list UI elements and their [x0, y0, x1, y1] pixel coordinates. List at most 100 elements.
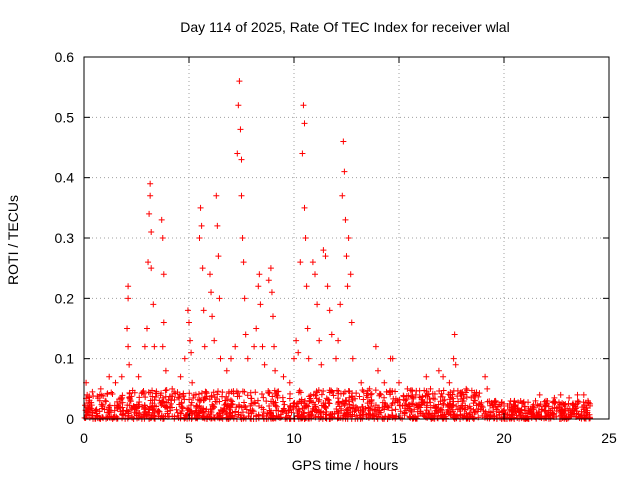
- roti-noise-point: [238, 404, 245, 411]
- roti-noise-point: [109, 391, 116, 398]
- roti-noise-point: [555, 399, 562, 406]
- roti-noise-point: [303, 403, 310, 410]
- roti-data-point: [335, 337, 342, 344]
- roti-data-point: [271, 343, 278, 350]
- roti-noise-point: [159, 399, 166, 406]
- roti-data-point: [159, 235, 166, 241]
- roti-noise-point: [400, 392, 407, 399]
- roti-noise-point: [166, 393, 173, 400]
- roti-data-point: [349, 355, 356, 362]
- roti-noise-point: [155, 408, 162, 415]
- roti-data-point: [187, 337, 194, 344]
- roti-noise-point: [454, 387, 461, 394]
- roti-noise-point: [167, 407, 174, 414]
- roti-data-point: [337, 301, 344, 308]
- roti-noise-point: [312, 406, 319, 413]
- roti-noise-point: [280, 398, 287, 405]
- roti-noise-point: [179, 405, 186, 412]
- roti-data-point: [201, 343, 208, 350]
- roti-data-point: [239, 235, 246, 241]
- roti-data-point: [150, 301, 157, 308]
- roti-noise-point: [281, 401, 288, 408]
- roti-data-point: [301, 120, 308, 127]
- roti-data-point: [366, 385, 373, 392]
- roti-noise-point: [196, 403, 203, 410]
- roti-noise-point: [461, 406, 468, 413]
- roti-noise-point: [295, 400, 302, 407]
- roti-data-point: [511, 397, 518, 404]
- roti-noise-point: [468, 387, 475, 394]
- roti-noise-point: [197, 397, 204, 404]
- x-tick-label: 5: [185, 430, 193, 446]
- roti-noise-point: [472, 392, 479, 399]
- roti-noise-point: [450, 398, 457, 405]
- roti-noise-point: [191, 411, 198, 418]
- roti-noise-point: [274, 392, 281, 399]
- roti-data-point: [211, 337, 218, 344]
- roti-noise-point: [127, 398, 134, 405]
- roti-noise-point: [101, 406, 108, 413]
- roti-noise-point: [150, 407, 157, 414]
- roti-noise-point: [108, 414, 115, 421]
- roti-noise-point: [193, 402, 200, 409]
- roti-noise-point: [273, 403, 280, 410]
- roti-data-point: [159, 343, 166, 350]
- roti-data-point: [297, 259, 304, 266]
- roti-noise-point: [477, 401, 484, 408]
- roti-noise-point: [117, 408, 124, 415]
- roti-noise-point: [476, 390, 483, 397]
- y-tick-label: 0.2: [55, 290, 75, 306]
- roti-data-point: [501, 400, 507, 407]
- roti-noise-point: [368, 390, 375, 397]
- roti-noise-point: [449, 402, 456, 409]
- roti-noise-point: [287, 404, 294, 411]
- roti-noise-point: [368, 398, 375, 405]
- roti-noise-point: [301, 410, 308, 417]
- roti-noise-point: [351, 407, 358, 414]
- roti-noise-point: [413, 401, 419, 408]
- roti-noise-point: [389, 407, 396, 414]
- axes: 0 5 10 15 20 25 0 0.1 0.2 0.3 0.4 0.5 0.6: [55, 49, 617, 446]
- roti-noise-point: [471, 397, 478, 404]
- roti-data-point: [452, 361, 459, 368]
- roti-noise-point: [443, 415, 450, 422]
- roti-noise-point: [466, 403, 473, 410]
- roti-noise-point: [85, 411, 92, 418]
- roti-data-point: [209, 313, 216, 320]
- roti-noise-point: [426, 395, 433, 402]
- roti-noise-point: [508, 415, 515, 422]
- roti-data-point: [251, 343, 258, 350]
- roti-noise-point: [239, 409, 246, 416]
- roti-noise-point: [430, 395, 437, 402]
- roti-data-point: [324, 283, 331, 290]
- roti-data-point: [125, 295, 132, 302]
- roti-noise-point: [434, 414, 441, 421]
- roti-data-point: [144, 325, 150, 332]
- roti-noise-point: [106, 405, 113, 412]
- roti-data-point: [268, 289, 275, 296]
- roti-data-point: [261, 361, 268, 368]
- roti-data-point: [213, 192, 220, 199]
- grid-lines: [84, 57, 609, 419]
- roti-noise-point: [139, 389, 146, 396]
- roti-noise-point: [254, 397, 261, 404]
- roti-data-point: [146, 210, 153, 217]
- roti-noise-point: [469, 414, 476, 421]
- roti-noise-point: [417, 408, 424, 415]
- roti-data-point: [339, 192, 346, 199]
- roti-data-point: [543, 397, 549, 404]
- roti-noise-point: [255, 411, 262, 418]
- roti-noise-point: [324, 396, 331, 403]
- roti-data-point: [148, 228, 155, 235]
- roti-noise-point: [102, 397, 109, 404]
- roti-data-point: [265, 277, 272, 284]
- roti-data-point: [216, 295, 223, 302]
- y-tick-label: 0.4: [55, 170, 75, 186]
- roti-data-point: [345, 235, 352, 241]
- roti-noise-point: [194, 415, 201, 422]
- y-axis-label: ROTI / TECUs: [5, 195, 21, 285]
- x-tick-label: 10: [286, 430, 302, 446]
- roti-noise-point: [178, 410, 185, 417]
- roti-data-point: [300, 102, 307, 109]
- roti-noise-point: [497, 403, 504, 410]
